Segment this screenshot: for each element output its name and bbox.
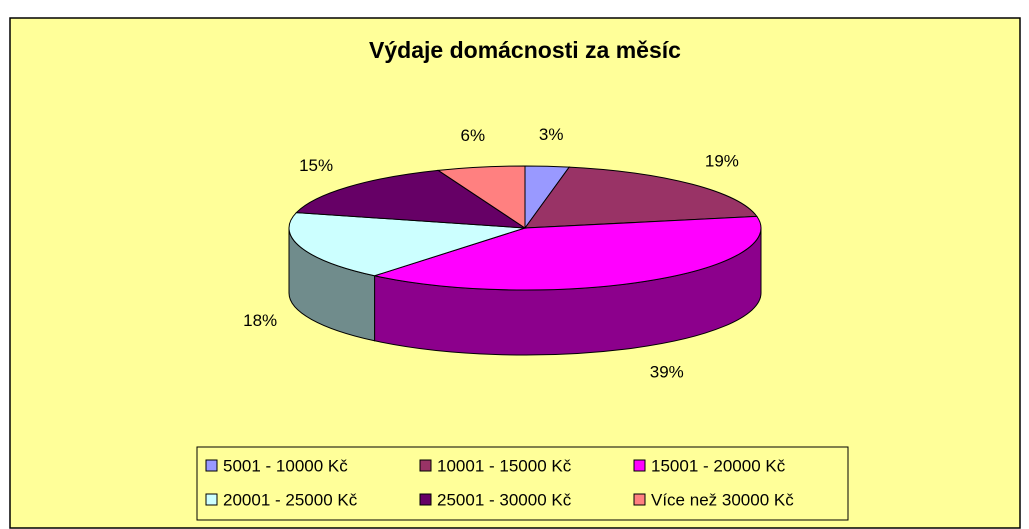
legend-swatch [633,493,646,506]
legend-label: 10001 - 15000 Kč [437,456,572,475]
chart-title: Výdaje domácnosti za měsíc [369,37,681,63]
legend-label: 20001 - 25000 Kč [223,490,358,509]
data-label: 6% [461,126,486,145]
data-label: 19% [705,152,739,171]
pie-slice [523,166,758,229]
legend-box [196,446,849,521]
data-label: 39% [650,363,684,382]
pie-slice [288,212,526,277]
data-label: 15% [299,156,333,175]
legend-swatch [205,459,218,472]
pie-slice [436,165,526,229]
legend-label: 5001 - 10000 Kč [223,456,348,475]
legend-label: 25001 - 30000 Kč [437,490,572,509]
legend-label: Více než 30000 Kč [651,490,794,509]
pie-slice [295,169,527,229]
legend-label: 15001 - 20000 Kč [651,456,786,475]
legend-swatch [419,493,432,506]
legend-swatch [205,493,218,506]
legend-swatch [419,459,432,472]
data-label: 18% [243,311,277,330]
legend-swatch [633,459,646,472]
pie-slice [372,215,762,291]
data-label: 3% [539,125,564,144]
